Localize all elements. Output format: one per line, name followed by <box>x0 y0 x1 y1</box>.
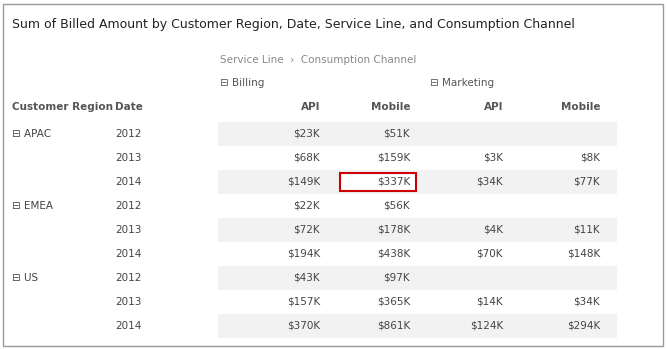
Text: ⊟ EMEA: ⊟ EMEA <box>12 201 53 211</box>
Text: 2014: 2014 <box>115 249 141 259</box>
Text: $11K: $11K <box>574 225 600 235</box>
Bar <box>218 122 617 146</box>
Text: $72K: $72K <box>293 225 320 235</box>
Text: $97K: $97K <box>384 273 410 283</box>
Text: Customer Region: Customer Region <box>12 102 113 112</box>
Text: $34K: $34K <box>476 177 503 187</box>
Bar <box>218 194 617 218</box>
Text: 2013: 2013 <box>115 225 141 235</box>
Text: $861K: $861K <box>377 321 410 331</box>
Text: $68K: $68K <box>293 153 320 163</box>
Text: $51K: $51K <box>384 129 410 139</box>
Bar <box>340 173 416 191</box>
Bar <box>218 314 617 338</box>
Text: $159K: $159K <box>377 153 410 163</box>
Text: 2012: 2012 <box>115 273 141 283</box>
Text: $34K: $34K <box>574 297 600 307</box>
Text: $77K: $77K <box>574 177 600 187</box>
Text: ⊟ US: ⊟ US <box>12 273 38 283</box>
Text: API: API <box>484 102 503 112</box>
Text: 2012: 2012 <box>115 129 141 139</box>
Text: 2013: 2013 <box>115 297 141 307</box>
Bar <box>218 218 617 242</box>
Text: $43K: $43K <box>293 273 320 283</box>
Text: $149K: $149K <box>287 177 320 187</box>
Bar <box>218 266 617 290</box>
Text: $148K: $148K <box>567 249 600 259</box>
Text: ⊟ APAC: ⊟ APAC <box>12 129 51 139</box>
Text: $365K: $365K <box>377 297 410 307</box>
Text: Sum of Billed Amount by Customer Region, Date, Service Line, and Consumption Cha: Sum of Billed Amount by Customer Region,… <box>12 18 575 31</box>
Bar <box>218 146 617 170</box>
Text: $370K: $370K <box>287 321 320 331</box>
Text: ⊟ Marketing: ⊟ Marketing <box>430 78 494 88</box>
Text: 2013: 2013 <box>115 153 141 163</box>
Text: Date: Date <box>115 102 143 112</box>
Text: $157K: $157K <box>287 297 320 307</box>
Text: 2014: 2014 <box>115 321 141 331</box>
Text: $124K: $124K <box>470 321 503 331</box>
Text: 2012: 2012 <box>115 201 141 211</box>
Text: ⊟ Billing: ⊟ Billing <box>220 78 264 88</box>
Bar <box>218 290 617 314</box>
Text: $8K: $8K <box>580 153 600 163</box>
Text: $22K: $22K <box>293 201 320 211</box>
Text: $438K: $438K <box>377 249 410 259</box>
Text: $178K: $178K <box>377 225 410 235</box>
Text: API: API <box>301 102 320 112</box>
Text: Mobile: Mobile <box>560 102 600 112</box>
Bar <box>218 242 617 266</box>
Bar <box>218 170 617 194</box>
Text: 2014: 2014 <box>115 177 141 187</box>
Text: $14K: $14K <box>476 297 503 307</box>
Text: $294K: $294K <box>567 321 600 331</box>
Text: Mobile: Mobile <box>370 102 410 112</box>
Text: $337K: $337K <box>377 177 410 187</box>
Text: $3K: $3K <box>483 153 503 163</box>
Text: $70K: $70K <box>476 249 503 259</box>
Text: Service Line  ›  Consumption Channel: Service Line › Consumption Channel <box>220 55 416 65</box>
Text: $194K: $194K <box>287 249 320 259</box>
Text: $4K: $4K <box>483 225 503 235</box>
Text: $56K: $56K <box>384 201 410 211</box>
Text: $23K: $23K <box>293 129 320 139</box>
